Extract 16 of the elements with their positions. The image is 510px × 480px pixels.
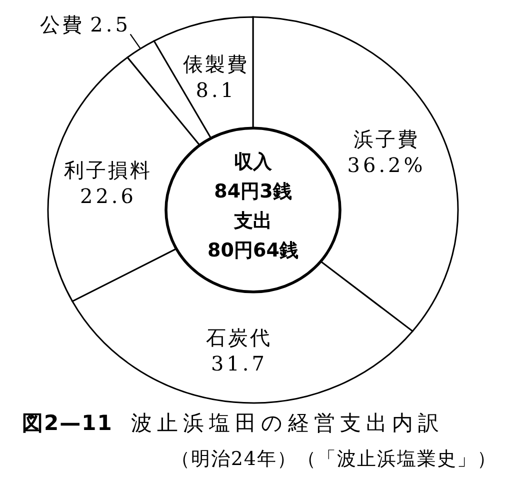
text: 図2—11 波止浜塩田の経営支出内訳 bbox=[22, 411, 444, 435]
data-label: 36.2% bbox=[347, 152, 426, 177]
slice-label: 利子損料 bbox=[64, 158, 152, 182]
text: 84円3銭 bbox=[214, 180, 292, 202]
data-label: 22.6 bbox=[80, 184, 137, 208]
slice-label: 石炭代 bbox=[206, 326, 272, 350]
data-label: 31.7 bbox=[210, 352, 268, 376]
data-label: 8.1 bbox=[196, 78, 237, 102]
slice-label: 浜子費 bbox=[354, 126, 420, 151]
data-label: 2.5 bbox=[90, 12, 131, 36]
text: 80円64銭 bbox=[208, 239, 298, 262]
text: （明治24年）（「波止浜塩業史」） bbox=[170, 448, 497, 470]
slice-label: 俵製費 bbox=[183, 52, 250, 76]
text: 収入 bbox=[234, 150, 273, 173]
slice-label: 公費 bbox=[40, 12, 84, 36]
text: 支出 bbox=[233, 210, 272, 232]
